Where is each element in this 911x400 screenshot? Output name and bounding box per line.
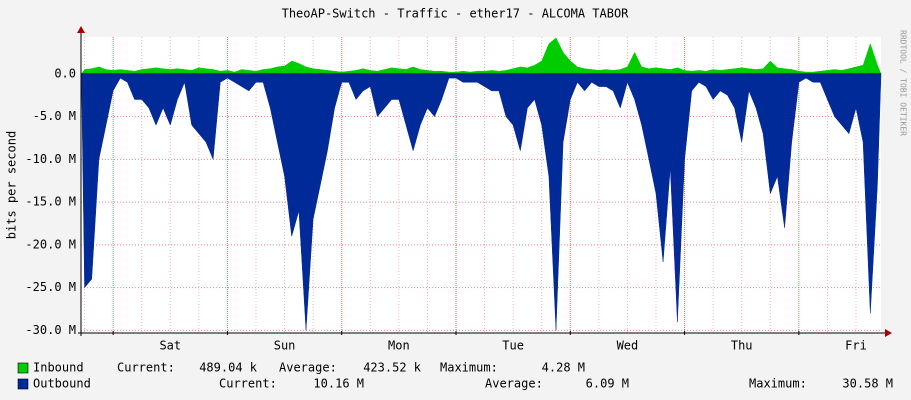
legend-stat-label: Current: xyxy=(117,361,175,375)
area-1 xyxy=(81,73,882,331)
y-tick-label: -15.0 M xyxy=(25,195,76,209)
y-tick-label: -5.0 M xyxy=(33,109,76,123)
legend-stat-label: Average: xyxy=(279,361,337,375)
watermark: RRDTOOL / TOBI OETIKER xyxy=(899,30,908,136)
x-tick-label: Mon xyxy=(388,339,410,353)
axes: 0.0 -5.0 M -10.0 M -15.0 M -20.0 M -25.0 M -30… xyxy=(25,26,892,353)
legend-stat-value: 10.16 M xyxy=(313,377,364,391)
legend-stat-value: 489.04 k xyxy=(199,361,258,375)
x-tick-label: Sun xyxy=(274,339,296,353)
areas xyxy=(81,37,882,331)
legend-stat-value: 30.58 M xyxy=(842,377,893,391)
y-tick-label: -30.0 M xyxy=(25,323,76,337)
x-tick-label: Sat xyxy=(159,339,181,353)
area-0 xyxy=(81,37,882,75)
chart-title: TheoAP-Switch - Traffic - ether17 - ALCO… xyxy=(282,7,630,21)
y-axis-arrow xyxy=(77,26,85,33)
x-tick-label: Wed xyxy=(617,339,639,353)
legend-stat-label: Maximum: xyxy=(440,361,498,375)
legend-stat-label: Current: xyxy=(219,377,277,391)
legend-swatch xyxy=(17,378,29,390)
legend-name: Outbound xyxy=(33,377,91,391)
y-tick-label: 0.0 xyxy=(54,66,76,80)
legend: Inbound Current: 489.04 k Average: 423.52 k M… xyxy=(17,361,893,391)
y-tick-label: -20.0 M xyxy=(25,237,76,251)
legend-name: Inbound xyxy=(33,361,84,375)
legend-stat-value: 4.28 M xyxy=(542,361,585,375)
legend-swatch xyxy=(17,362,29,374)
legend-stat-value: 6.09 M xyxy=(586,377,629,391)
x-tick-label: Thu xyxy=(731,339,753,353)
x-tick-label: Tue xyxy=(502,339,524,353)
legend-stat-label: Average: xyxy=(485,377,543,391)
legend-stat-value: 423.52 k xyxy=(363,361,422,375)
y-tick-label: -10.0 M xyxy=(25,152,76,166)
y-tick-label: -25.0 M xyxy=(25,280,76,294)
y-axis-label: bits per second xyxy=(5,131,19,239)
x-tick-label: Fri xyxy=(845,339,867,353)
x-axis-arrow xyxy=(885,329,892,337)
legend-stat-label: Maximum: xyxy=(749,377,807,391)
